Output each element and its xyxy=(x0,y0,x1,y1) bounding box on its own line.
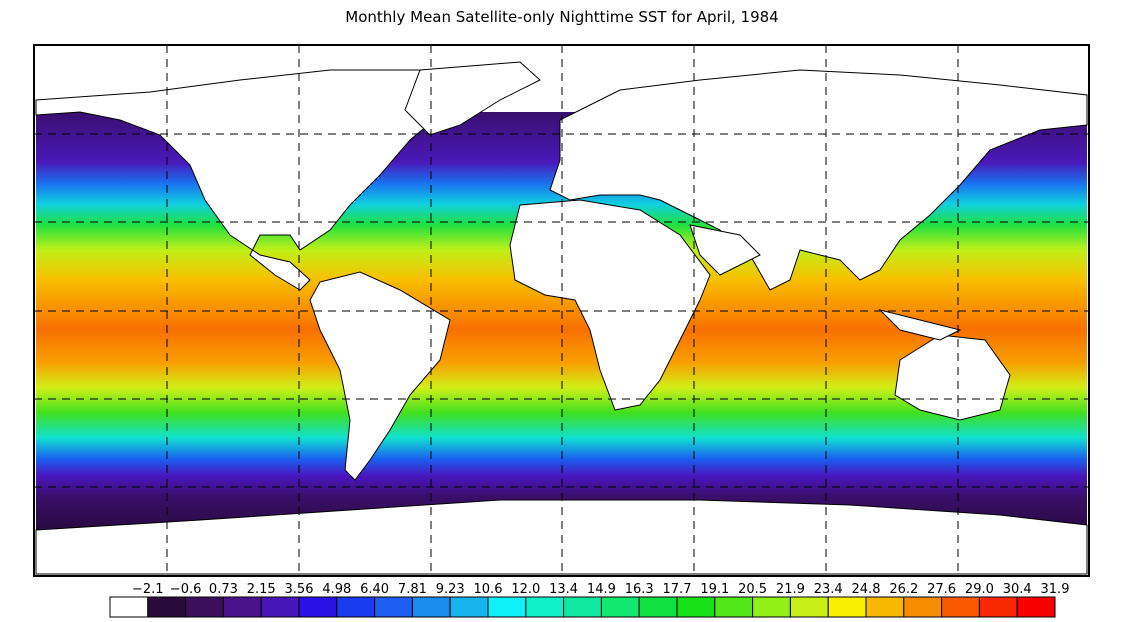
legend-swatch xyxy=(638,596,678,618)
legend-label: 31.9 xyxy=(1041,582,1070,597)
legend-label: 19.1 xyxy=(700,582,729,597)
legend-swatch xyxy=(487,596,527,618)
legend-label: 20.5 xyxy=(738,582,767,597)
africa xyxy=(509,199,711,411)
legend-label: 26.2 xyxy=(889,582,918,597)
legend-label: 2.15 xyxy=(247,582,276,597)
legend-label: 10.6 xyxy=(474,582,503,597)
legend-label: 29.0 xyxy=(965,582,994,597)
legend-swatch xyxy=(600,596,640,618)
legend-label: 24.8 xyxy=(852,582,881,597)
legend-swatch xyxy=(789,596,829,618)
greenland xyxy=(404,61,541,136)
legend-label: 17.7 xyxy=(663,582,692,597)
map-title: Monthly Mean Satellite-only Nighttime SS… xyxy=(345,8,779,26)
legend-swatch xyxy=(525,596,565,618)
legend-label: 13.4 xyxy=(549,582,578,597)
legend-swatch xyxy=(903,596,943,618)
south-america xyxy=(309,271,451,481)
legend-label: −0.6 xyxy=(170,582,202,597)
legend-swatch xyxy=(260,596,300,618)
land-masses xyxy=(35,61,1088,575)
legend-swatch xyxy=(827,596,867,618)
legend-label: 4.98 xyxy=(322,582,351,597)
legend-label: 16.3 xyxy=(625,582,654,597)
legend-swatch xyxy=(1016,596,1056,618)
legend-label: 6.40 xyxy=(360,582,389,597)
legend-label: 23.4 xyxy=(814,582,843,597)
legend-labels: −2.1 −0.6 0.73 2.15 3.56 4.98 6.40 7.81 9.23 10.6… xyxy=(132,582,1069,597)
legend-swatch xyxy=(298,596,338,618)
legend-swatch xyxy=(374,596,413,618)
legend-swatch xyxy=(222,596,262,618)
legend-swatch xyxy=(752,596,791,618)
legend-swatch xyxy=(147,596,187,618)
legend-label: 7.81 xyxy=(398,582,427,597)
legend-label: −2.1 xyxy=(132,582,164,597)
legend-swatch xyxy=(714,596,754,618)
legend-swatch xyxy=(865,596,905,618)
legend-swatch xyxy=(978,596,1018,618)
eurasia xyxy=(549,69,1088,291)
legend-swatch xyxy=(941,596,980,618)
legend-label: 9.23 xyxy=(436,582,465,597)
legend-label: 30.4 xyxy=(1003,582,1032,597)
legend-label: 14.9 xyxy=(587,582,616,597)
legend-colorbar xyxy=(109,596,1056,618)
legend-label: 21.9 xyxy=(776,582,805,597)
legend-swatch xyxy=(336,596,376,618)
legend-label: 27.6 xyxy=(927,582,956,597)
indonesia xyxy=(878,309,962,341)
legend-swatch xyxy=(676,596,716,618)
legend-swatch xyxy=(185,596,224,618)
legend-swatch xyxy=(449,596,489,618)
arabia xyxy=(689,224,761,276)
legend-label: 12.0 xyxy=(511,582,540,597)
legend-swatch xyxy=(411,596,451,618)
legend-swatch xyxy=(563,596,602,618)
legend-label: 0.73 xyxy=(209,582,238,597)
graticule xyxy=(34,45,1089,576)
legend-swatch xyxy=(109,596,149,618)
legend-label: 3.56 xyxy=(285,582,314,597)
